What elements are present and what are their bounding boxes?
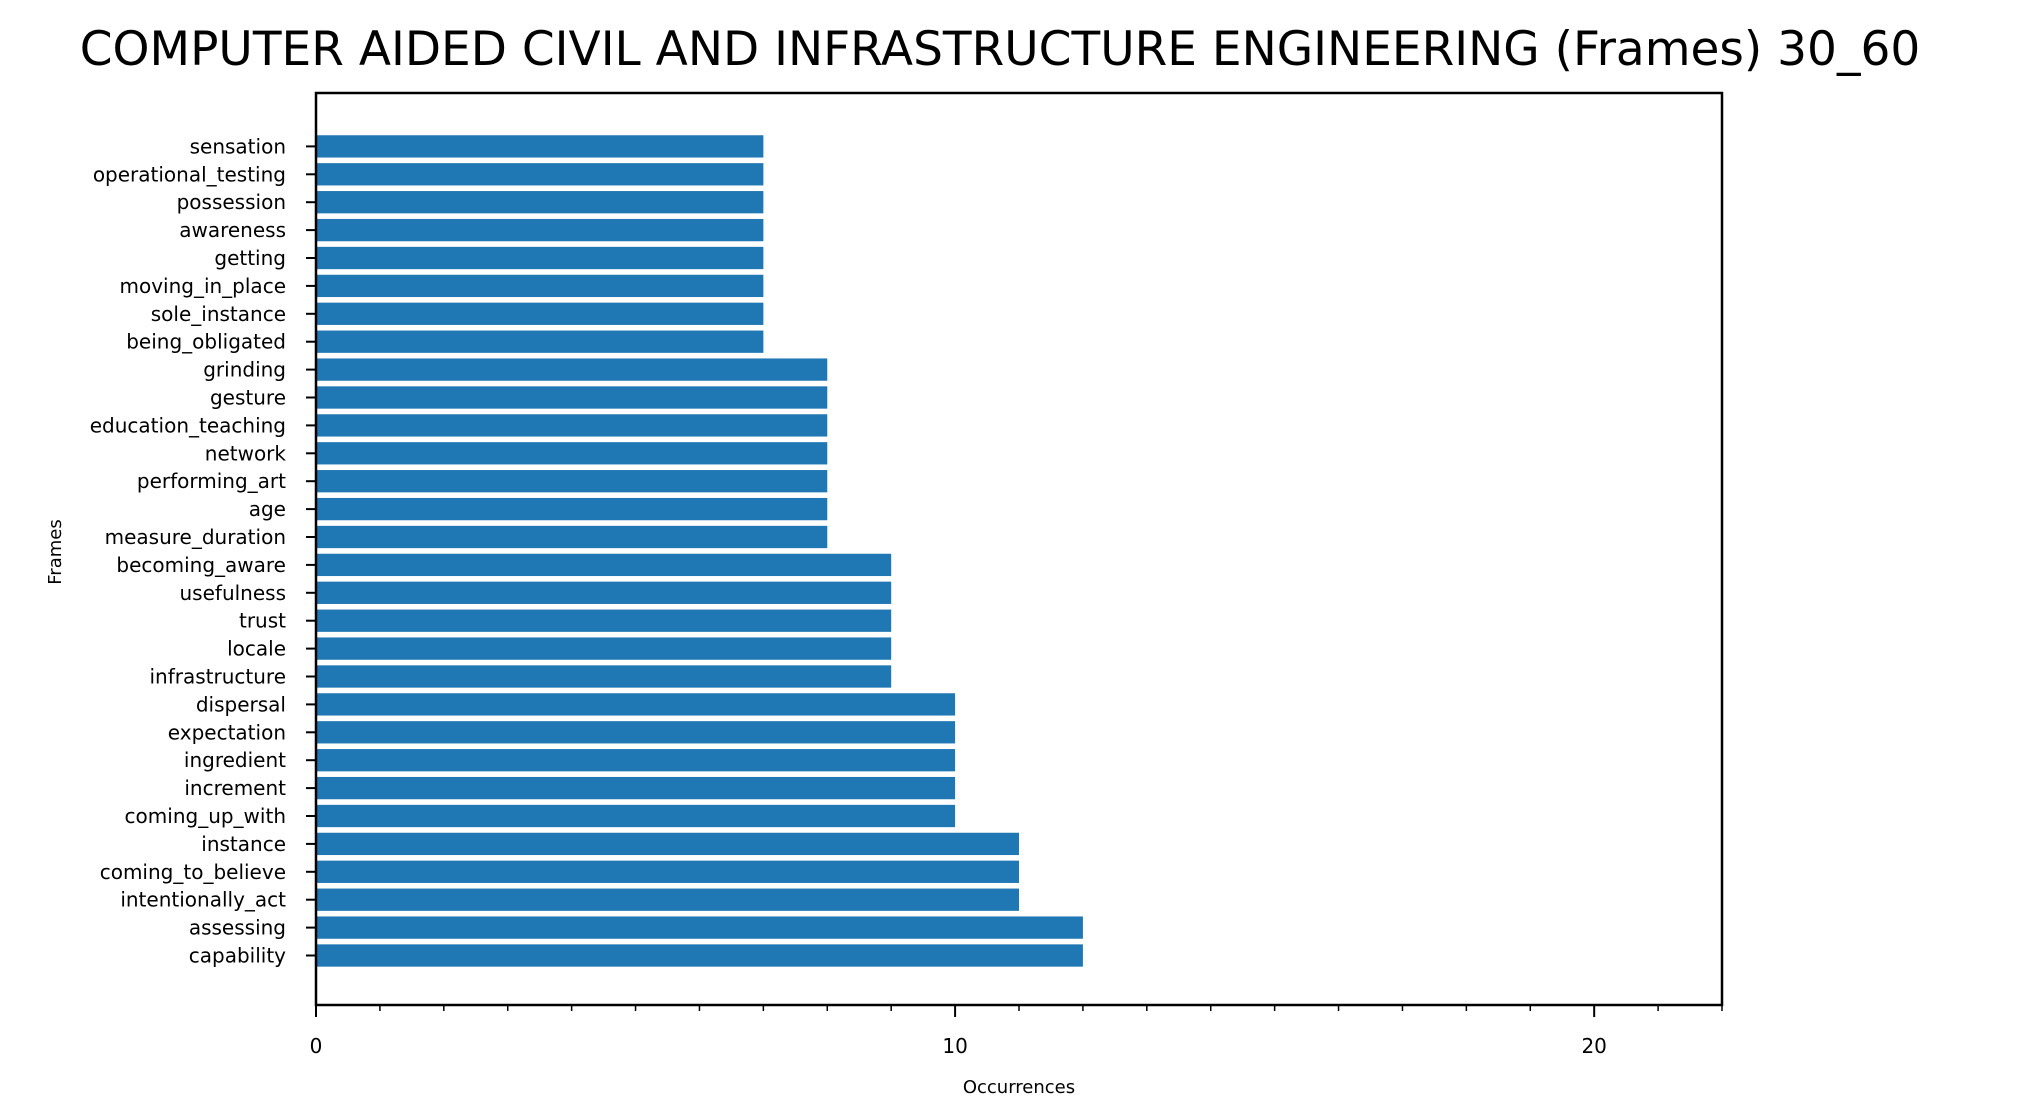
y-tick-label-being-obligated: being_obligated (126, 330, 286, 354)
bar-grinding (316, 358, 828, 381)
y-tick-label-grinding: grinding (203, 358, 286, 382)
y-tick-label-instance: instance (201, 832, 286, 856)
bar-capability (316, 944, 1083, 967)
y-tick-label-gesture: gesture (210, 386, 286, 410)
bar-ingredient (316, 749, 956, 772)
bar-locale (316, 637, 892, 660)
bar-trust (316, 609, 892, 632)
y-tick-label-capability: capability (189, 944, 286, 968)
bar-intentionally-act (316, 888, 1019, 911)
y-tick-label-getting: getting (214, 246, 286, 270)
y-tick-label-awareness: awareness (179, 218, 286, 242)
bar-becoming-aware (316, 553, 892, 577)
plot-frame (314, 91, 1724, 1007)
y-tick-label-education-teaching: education_teaching (90, 413, 286, 437)
bars-group (316, 135, 1083, 967)
y-tick-label-moving-in-place: moving_in_place (119, 274, 286, 298)
bar-assessing (316, 916, 1083, 939)
bar-infrastructure (316, 665, 892, 688)
y-axis-label: Frames (45, 519, 66, 584)
y-tick-label-coming-to-believe: coming_to_believe (100, 860, 286, 884)
x-tick-label-10: 10 (942, 1034, 967, 1058)
y-tick-label-expectation: expectation (168, 720, 286, 744)
y-tick-label-intentionally-act: intentionally_act (120, 888, 286, 912)
bar-moving-in-place (316, 274, 764, 298)
bar-gesture (316, 386, 828, 409)
bar-coming-up-with (316, 804, 956, 828)
bar-performing-art (316, 470, 828, 493)
y-tick-label-network: network (205, 441, 287, 465)
bar-coming-to-believe (316, 860, 1019, 883)
y-tick-label-possession: possession (177, 190, 286, 214)
bar-instance (316, 832, 1019, 856)
bar-measure-duration (316, 525, 828, 549)
x-tick-label-0: 0 (310, 1034, 323, 1058)
bar-sole-instance (316, 302, 764, 325)
bar-age (316, 497, 828, 521)
y-tick-label-assessing: assessing (189, 916, 286, 940)
y-tick-label-becoming-aware: becoming_aware (116, 553, 286, 577)
y-tick-label-ingredient: ingredient (184, 748, 286, 772)
y-tick-label-dispersal: dispersal (196, 692, 286, 716)
y-axis: capability assessing intentionally_act comi… (90, 134, 316, 968)
bar-sensation (316, 135, 764, 158)
bar-being-obligated (316, 330, 764, 353)
y-tick-label-increment: increment (184, 776, 286, 800)
bar-education-teaching (316, 414, 828, 437)
x-tick-label-20: 20 (1581, 1034, 1606, 1058)
chart-title: COMPUTER AIDED CIVIL AND INFRASTRUCTURE … (80, 22, 1921, 77)
y-tick-label-infrastructure: infrastructure (149, 665, 286, 689)
bar-awareness (316, 218, 764, 242)
bar-possession (316, 191, 764, 214)
bar-increment (316, 776, 956, 800)
x-axis: 0 10 20 (310, 1005, 1723, 1058)
y-tick-label-measure-duration: measure_duration (105, 525, 286, 549)
y-tick-label-usefulness: usefulness (180, 581, 287, 605)
bar-operational-testing (316, 163, 764, 186)
bar-dispersal (316, 693, 956, 716)
bar-usefulness (316, 581, 892, 604)
bar-expectation (316, 721, 956, 744)
y-tick-label-sensation: sensation (190, 134, 286, 158)
y-tick-label-sole-instance: sole_instance (151, 302, 286, 326)
bar-getting (316, 246, 764, 270)
y-tick-label-performing-art: performing_art (137, 469, 286, 493)
y-tick-label-coming-up-with: coming_up_with (125, 804, 286, 828)
y-tick-label-trust: trust (239, 609, 286, 633)
bar-network (316, 442, 828, 465)
y-tick-label-locale: locale (227, 637, 286, 661)
x-axis-label: Occurrences (963, 1077, 1075, 1098)
y-tick-label-age: age (249, 497, 286, 521)
y-tick-label-operational-testing: operational_testing (93, 162, 286, 186)
